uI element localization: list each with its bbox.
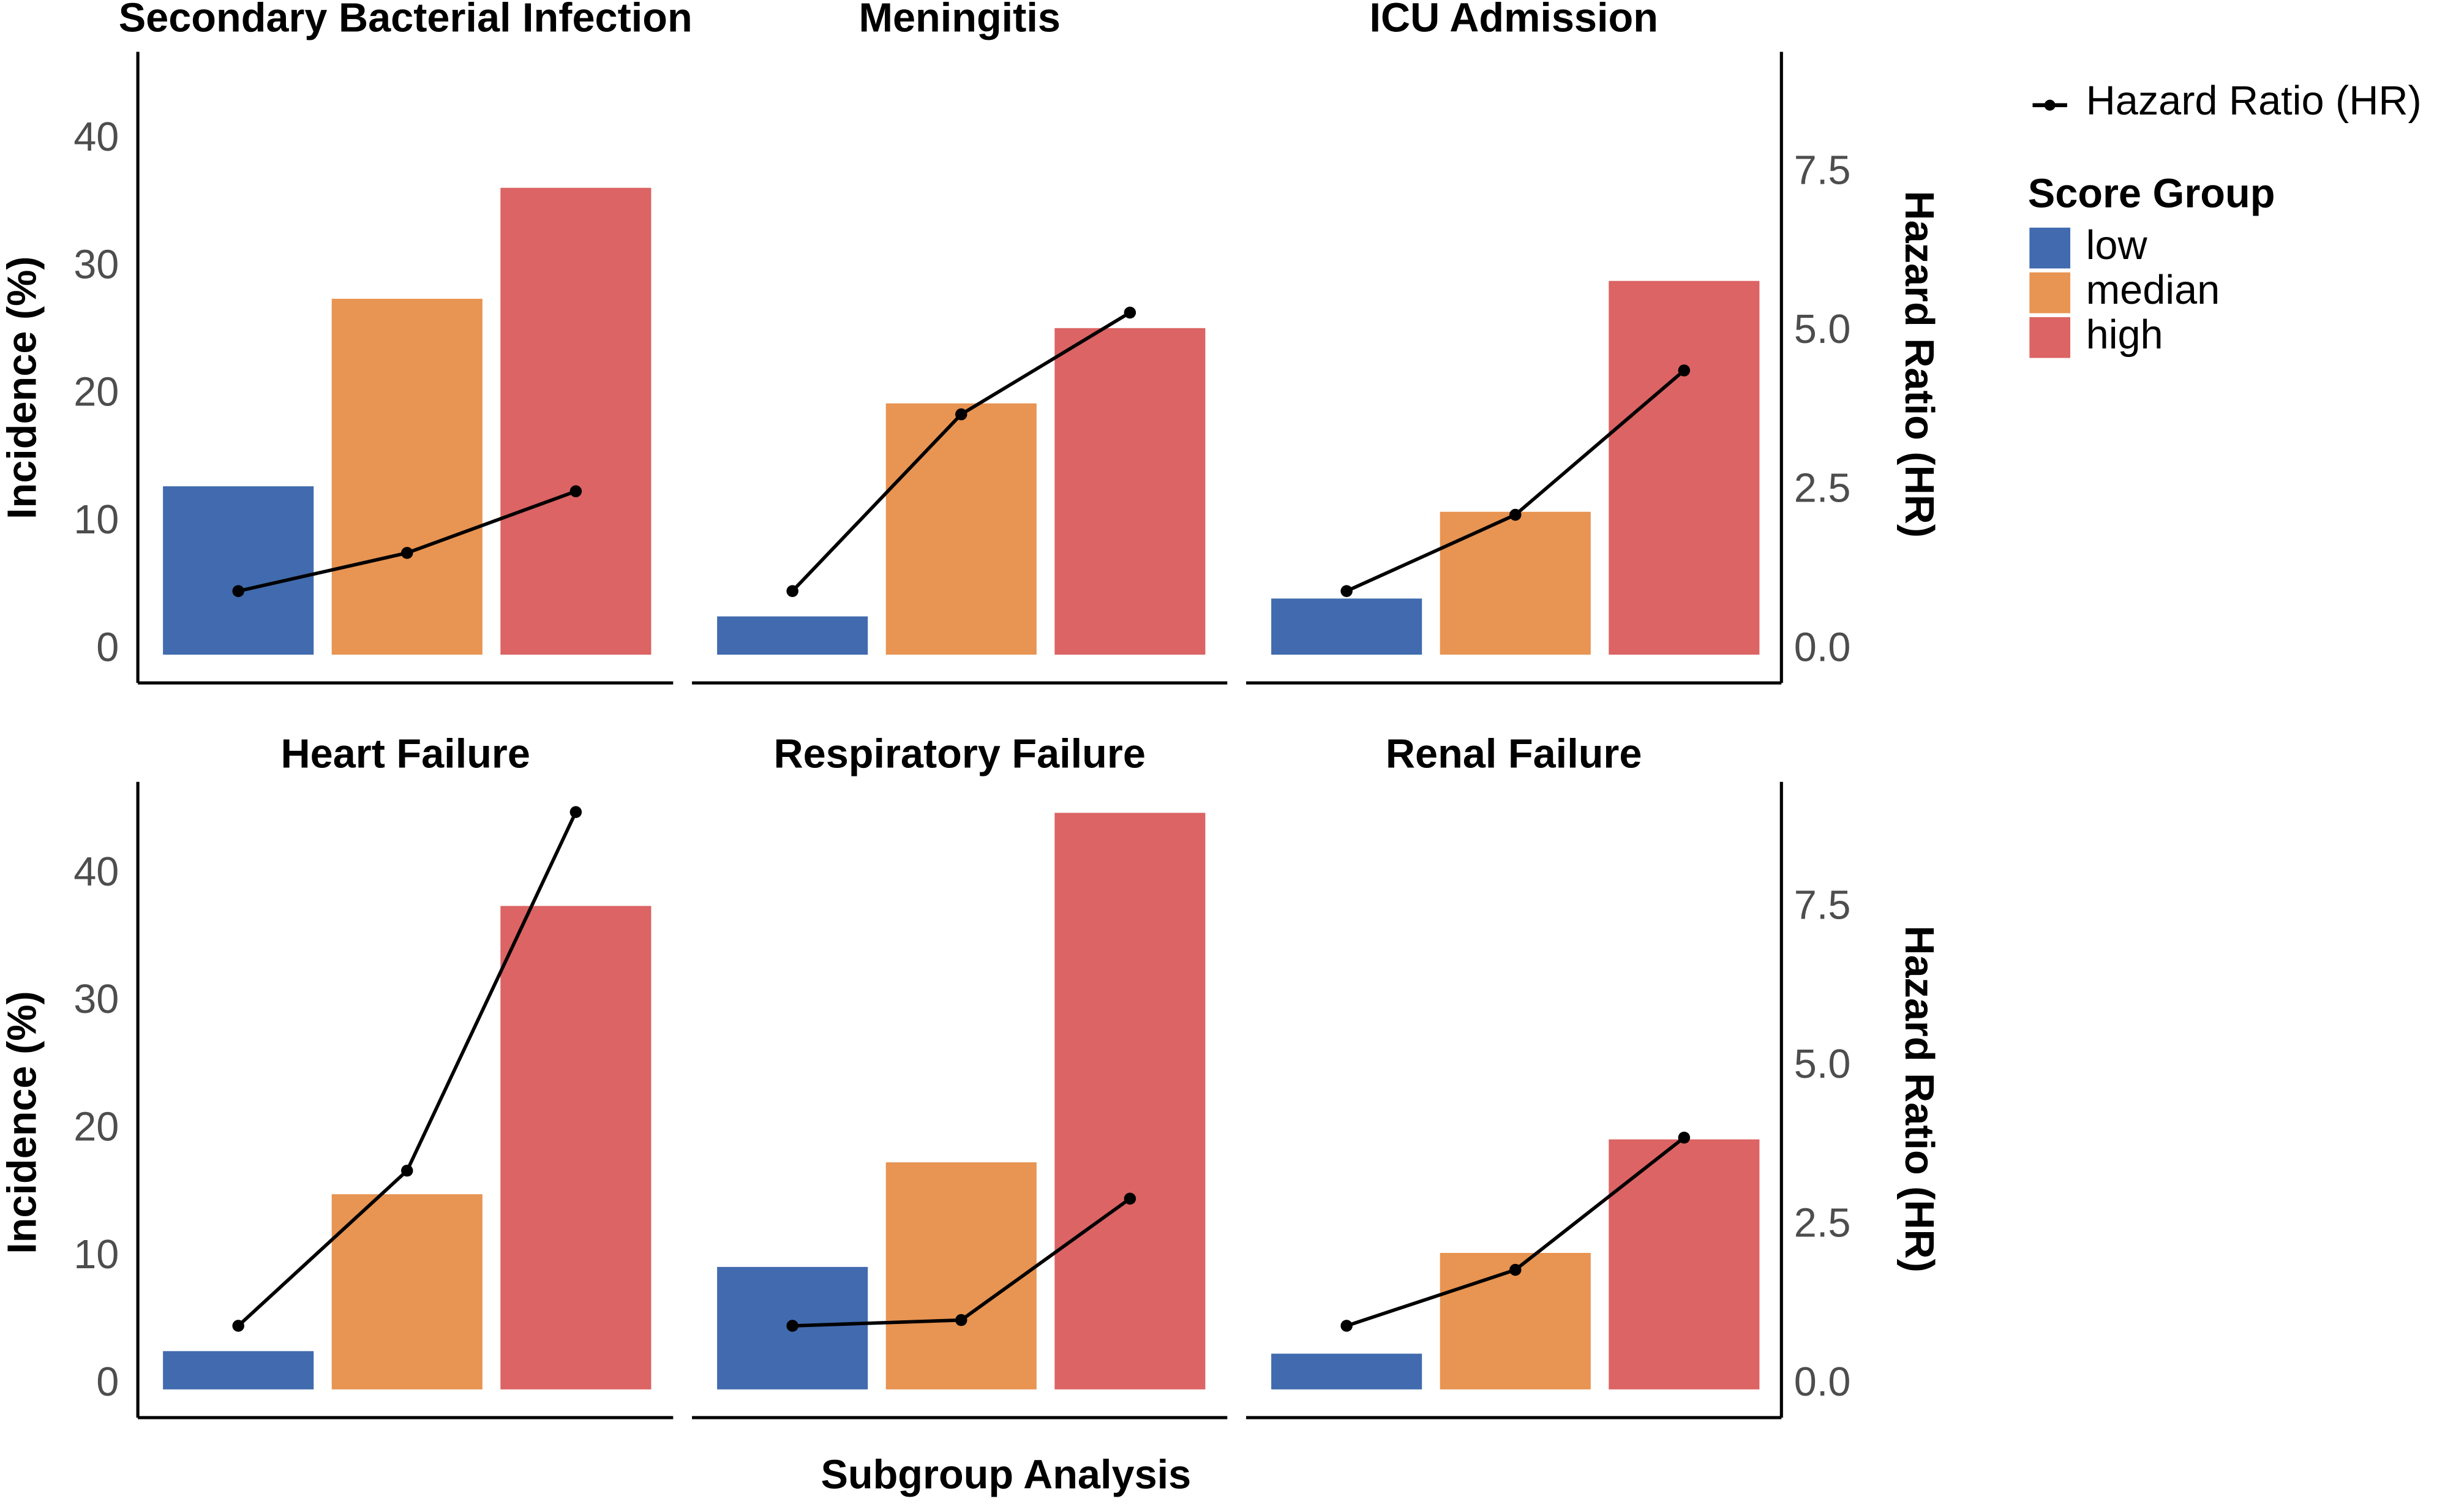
bar-median — [885, 1162, 1037, 1389]
legend-label-low: low — [2086, 223, 2148, 268]
panel-title: Respiratory Failure — [774, 732, 1146, 777]
y-axis-label: Incidence (%) — [0, 256, 45, 519]
legend-swatch-median — [2029, 272, 2071, 314]
bar-median — [331, 298, 483, 655]
bar-median — [331, 1194, 483, 1389]
panel-meningitis: Meningitis — [692, 0, 1228, 685]
bar-low — [163, 486, 314, 655]
hr-point-median — [401, 1164, 413, 1177]
hr-point-low — [786, 585, 798, 597]
bar-high — [1054, 328, 1206, 655]
y-tick-label: 30 — [73, 977, 119, 1022]
hr-point-high — [569, 806, 582, 818]
y-tick-label: 0 — [96, 1359, 119, 1405]
hr-point-low — [232, 1320, 244, 1332]
y2-tick-label: 5.0 — [1794, 1042, 1851, 1087]
y-axis-label: Incidence (%) — [0, 991, 45, 1254]
y2-axis-label: Hazard Ratio (HR) — [1896, 191, 1942, 538]
y2-tick-label: 2.5 — [1794, 1201, 1851, 1246]
bar-low — [1271, 1353, 1422, 1389]
bar-high — [1054, 813, 1206, 1389]
panel-renal-failure: Renal Failure 0.0 2.5 5.0 7.5 Hazard Ratio (H… — [1246, 732, 1942, 1419]
y-tick-label: 40 — [73, 849, 119, 895]
bar-low — [163, 1351, 314, 1389]
hr-point-median — [955, 408, 967, 421]
hr-point-low — [232, 585, 244, 597]
panel-title: Meningitis — [858, 0, 1061, 40]
bar-high — [1609, 1139, 1760, 1389]
y2-tick-label: 0.0 — [1794, 1359, 1851, 1405]
x-axis-label: Subgroup Analysis — [821, 1452, 1191, 1497]
hr-point-low — [1340, 1320, 1353, 1332]
y-tick-label: 40 — [73, 115, 119, 160]
hr-point-low — [1340, 585, 1353, 597]
y-tick-label: 10 — [73, 497, 119, 543]
legend-label-median: median — [2086, 268, 2220, 313]
panel-respiratory-failure: Respiratory Failure — [692, 732, 1228, 1419]
hr-point-high — [1678, 1131, 1691, 1144]
panel-secondary-bacterial-infection: Secondary Bacterial Infection 0 10 20 30 40 In… — [0, 0, 693, 685]
hr-point-median — [1509, 1263, 1522, 1276]
y2-axis-label: Hazard Ratio (HR) — [1896, 925, 1942, 1272]
panel-icu-admission: ICU Admission 0.0 2.5 5.0 7.5 Hazard Ratio (H… — [1246, 0, 1942, 685]
bar-high — [1609, 280, 1760, 655]
legend-title: Score Group — [2028, 171, 2275, 216]
y-tick-label: 20 — [73, 370, 119, 415]
bar-median — [885, 403, 1037, 655]
y-tick-label: 10 — [73, 1232, 119, 1277]
y2-tick-label: 5.0 — [1794, 307, 1851, 352]
legend-point-swatch — [2044, 99, 2056, 111]
panel-title: Heart Failure — [281, 732, 530, 777]
hr-point-high — [1124, 306, 1136, 319]
hr-point-low — [786, 1320, 798, 1332]
legend-swatch-low — [2029, 227, 2071, 269]
y2-tick-label: 7.5 — [1794, 882, 1851, 928]
bar-low — [717, 616, 868, 655]
hr-point-high — [1678, 364, 1691, 377]
hr-point-high — [1124, 1192, 1136, 1205]
bar-high — [500, 906, 652, 1389]
hr-point-median — [401, 547, 413, 559]
bar-low — [1271, 598, 1422, 655]
y-tick-label: 20 — [73, 1105, 119, 1150]
y2-tick-label: 2.5 — [1794, 466, 1851, 511]
y2-tick-label: 7.5 — [1794, 148, 1851, 194]
hr-point-median — [955, 1314, 967, 1326]
panel-heart-failure: Heart Failure 0 10 20 30 40 Incidence (%) — [0, 732, 674, 1419]
y2-tick-label: 0.0 — [1794, 625, 1851, 670]
panel-title: Secondary Bacterial Infection — [119, 0, 693, 40]
y-tick-label: 0 — [96, 625, 119, 670]
panel-title: ICU Admission — [1369, 0, 1658, 40]
hr-point-median — [1509, 508, 1522, 521]
legend: Hazard Ratio (HR) Score Group lowmedianh… — [2028, 78, 2422, 358]
legend-hr-label: Hazard Ratio (HR) — [2086, 78, 2422, 124]
bar-median — [1440, 511, 1591, 655]
panel-title: Renal Failure — [1386, 732, 1642, 777]
y-tick-label: 30 — [73, 242, 119, 287]
legend-swatch-high — [2029, 317, 2071, 358]
legend-label-high: high — [2086, 312, 2163, 358]
bar-high — [500, 187, 652, 655]
hr-point-high — [569, 485, 582, 497]
